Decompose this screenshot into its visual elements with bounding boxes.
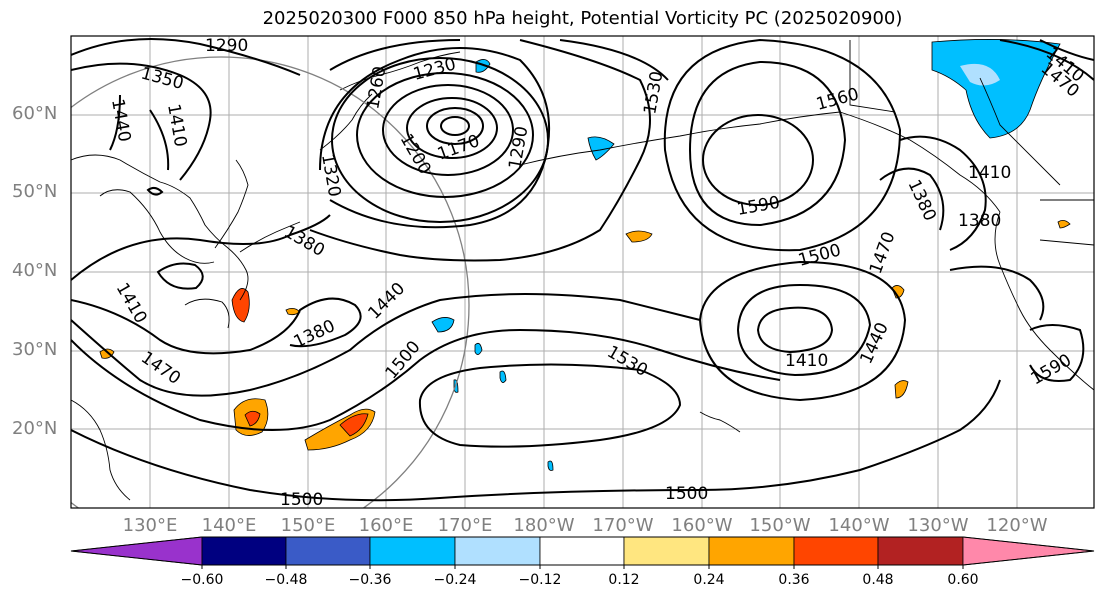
pv-negative-area bbox=[547, 460, 554, 471]
pv-negative-area bbox=[499, 370, 507, 383]
colorbar-bin bbox=[454, 536, 541, 566]
pv-negative-area bbox=[960, 63, 1000, 86]
reference-circle bbox=[71, 56, 470, 508]
pv-positive-area bbox=[625, 230, 653, 243]
map-border bbox=[70, 35, 1095, 509]
pv-negative-area bbox=[431, 317, 455, 333]
longitude-label: 140°E bbox=[201, 515, 257, 536]
longitude-label: 120°W bbox=[986, 515, 1048, 536]
colorbar-high-extension bbox=[962, 536, 1095, 566]
colorbar-bin bbox=[201, 536, 287, 566]
pv-negative-area bbox=[474, 342, 483, 355]
colorbar-tick-label: 0.60 bbox=[947, 572, 979, 588]
latitude-label: 40°N bbox=[12, 260, 58, 281]
longitude-label: 130°W bbox=[907, 515, 969, 536]
longitude-label: 140°W bbox=[828, 515, 890, 536]
pv-negative-area bbox=[587, 136, 615, 161]
pv-positive-area bbox=[244, 410, 261, 427]
height-contours bbox=[71, 38, 1094, 502]
colorbar bbox=[70, 536, 1095, 569]
latitude-label: 30°N bbox=[12, 339, 58, 360]
colorbar-tick-label: 0.24 bbox=[693, 572, 725, 588]
latitude-label: 60°N bbox=[12, 103, 58, 124]
colorbar-bin bbox=[285, 536, 371, 566]
colorbar-tick-label: −0.36 bbox=[348, 572, 392, 588]
colorbar-tick-label: 0.36 bbox=[778, 572, 810, 588]
contour-label: 1410 bbox=[785, 351, 828, 371]
contour-label: 1380 bbox=[958, 211, 1001, 231]
colorbar-tick-label: 0.12 bbox=[608, 572, 640, 588]
pv-positive-area bbox=[231, 288, 250, 323]
longitude-label: 180°W bbox=[513, 515, 575, 536]
pv-positive-area bbox=[339, 413, 369, 437]
longitude-label: 150°E bbox=[280, 515, 336, 536]
colorbar-bin bbox=[539, 536, 625, 566]
contour-label: 1410 bbox=[968, 163, 1011, 183]
contour-label: 1500 bbox=[280, 490, 323, 510]
longitude-label: 150°W bbox=[749, 515, 811, 536]
map-title: 2025020300 F000 850 hPa height, Potentia… bbox=[262, 8, 903, 29]
longitude-label: 170°W bbox=[592, 515, 654, 536]
longitude-label: 160°W bbox=[671, 515, 733, 536]
colorbar-bin bbox=[877, 536, 964, 566]
latitude-label: 50°N bbox=[12, 181, 58, 202]
latitude-label: 20°N bbox=[12, 418, 58, 439]
longitude-label: 160°E bbox=[358, 515, 414, 536]
colorbar-bin bbox=[369, 536, 456, 566]
colorbar-low-extension bbox=[70, 536, 203, 566]
contour-label: 1290 bbox=[205, 36, 248, 56]
colorbar-bin bbox=[708, 536, 795, 566]
colorbar-tick-label: −0.48 bbox=[264, 572, 308, 588]
colorbar-tick-label: 0.48 bbox=[862, 572, 894, 588]
colorbar-tick-label: −0.12 bbox=[518, 572, 562, 588]
pv-negative-area bbox=[931, 39, 1061, 139]
pv-positive-area bbox=[1057, 220, 1071, 229]
contour-label: 1500 bbox=[665, 484, 708, 504]
colorbar-bin bbox=[623, 536, 710, 566]
colorbar-bin bbox=[793, 536, 879, 566]
pv-positive-area bbox=[894, 380, 909, 399]
longitude-label: 170°E bbox=[437, 515, 493, 536]
longitude-label: 130°E bbox=[122, 515, 178, 536]
pv-shading bbox=[99, 39, 1071, 471]
colorbar-tick-label: −0.60 bbox=[180, 572, 224, 588]
colorbar-tick-label: −0.24 bbox=[433, 572, 477, 588]
